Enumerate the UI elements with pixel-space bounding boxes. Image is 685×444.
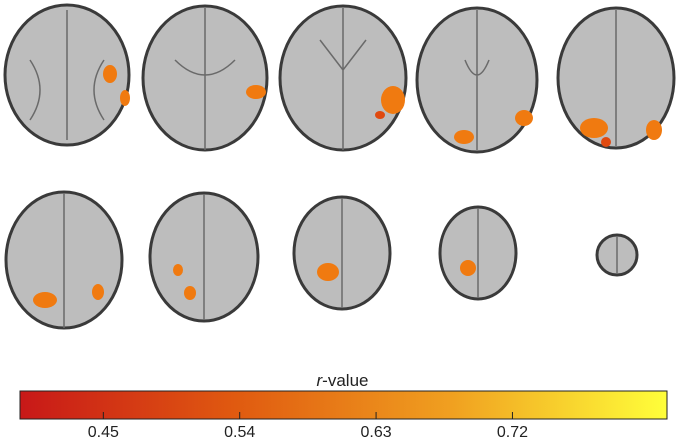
tick-label: 0.63 [361,424,392,441]
tick-label: 0.54 [224,424,255,441]
tick-label: 0.45 [88,424,119,441]
slice [278,4,408,152]
brain-slices [3,3,676,330]
slice [3,3,131,147]
colorbar-label: r-value [316,371,369,390]
tick-label: 0.72 [497,424,528,441]
slice [415,6,539,154]
slice [141,4,269,152]
colorbar-ticks: 0.45 0.54 0.63 0.72 [88,412,528,441]
slice [595,233,639,277]
colorbar [19,390,668,420]
slice [438,205,518,301]
slice [148,191,260,323]
slice [556,6,676,150]
slice [292,195,392,311]
slice [4,190,124,330]
